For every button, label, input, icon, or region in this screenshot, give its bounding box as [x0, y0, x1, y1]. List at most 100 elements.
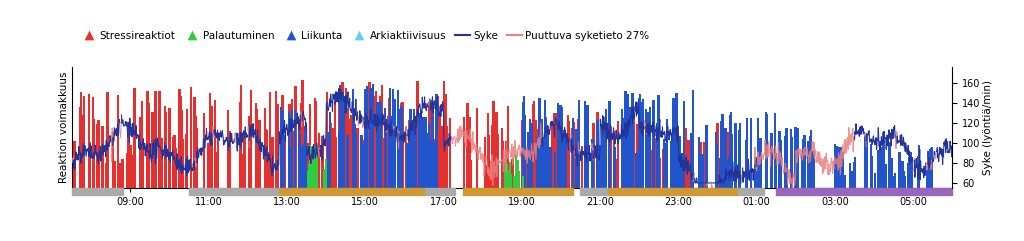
- Bar: [127, 128, 130, 188]
- Bar: [290, 108, 292, 188]
- Bar: [105, 93, 108, 188]
- Bar: [870, 144, 872, 188]
- Bar: [601, 135, 603, 188]
- Bar: [181, 110, 183, 188]
- Bar: [765, 114, 768, 188]
- Bar: [655, 161, 658, 188]
- Bar: [280, 107, 283, 188]
- Bar: [182, 139, 184, 188]
- Bar: [557, 103, 559, 188]
- Bar: [854, 157, 856, 188]
- Bar: [728, 156, 730, 188]
- Bar: [572, 118, 574, 188]
- Bar: [507, 107, 509, 188]
- Bar: [572, 122, 575, 188]
- Bar: [217, 139, 219, 188]
- Bar: [650, 150, 652, 188]
- Bar: [642, 99, 644, 188]
- Bar: [625, 143, 628, 188]
- Bar: [463, 117, 465, 188]
- Bar: [426, 141, 428, 188]
- Bar: [380, 113, 382, 188]
- Bar: [100, 151, 103, 188]
- Bar: [522, 102, 524, 188]
- Bar: [303, 144, 306, 188]
- Bar: [410, 122, 412, 188]
- Bar: [164, 106, 166, 188]
- Bar: [117, 95, 119, 188]
- Bar: [505, 141, 507, 188]
- Bar: [672, 135, 675, 188]
- Bar: [80, 92, 82, 188]
- Bar: [257, 120, 259, 188]
- Bar: [407, 143, 409, 188]
- Bar: [911, 161, 913, 188]
- Bar: [88, 94, 90, 188]
- Bar: [165, 112, 167, 188]
- Bar: [369, 89, 371, 188]
- Bar: [442, 81, 445, 188]
- Bar: [196, 154, 199, 188]
- Bar: [264, 129, 266, 188]
- Bar: [341, 92, 344, 188]
- Bar: [398, 137, 401, 188]
- Bar: [808, 159, 811, 188]
- Bar: [843, 175, 846, 188]
- Bar: [567, 136, 569, 188]
- Bar: [567, 121, 569, 188]
- Bar: [421, 123, 423, 188]
- Bar: [765, 112, 767, 188]
- Bar: [323, 168, 326, 188]
- Bar: [737, 188, 765, 195]
- Bar: [536, 137, 539, 188]
- Bar: [168, 108, 171, 188]
- Bar: [774, 134, 776, 188]
- Bar: [372, 91, 374, 188]
- Bar: [527, 132, 529, 188]
- Bar: [597, 112, 599, 188]
- Bar: [240, 85, 243, 188]
- Bar: [366, 100, 368, 188]
- Bar: [564, 130, 566, 188]
- Bar: [417, 114, 419, 188]
- Bar: [889, 167, 891, 188]
- Bar: [671, 141, 673, 188]
- Bar: [141, 151, 143, 188]
- Bar: [211, 132, 213, 188]
- Bar: [298, 134, 301, 188]
- Bar: [484, 165, 487, 188]
- Bar: [684, 128, 687, 188]
- Bar: [621, 109, 624, 188]
- Bar: [918, 154, 921, 188]
- Bar: [700, 166, 702, 188]
- Bar: [372, 84, 375, 188]
- Bar: [292, 131, 294, 188]
- Bar: [851, 171, 853, 188]
- Bar: [178, 149, 180, 188]
- Bar: [379, 96, 382, 188]
- Bar: [133, 88, 135, 188]
- Bar: [683, 165, 685, 188]
- Bar: [342, 119, 345, 188]
- Bar: [744, 141, 748, 188]
- Bar: [719, 158, 722, 188]
- Bar: [638, 115, 640, 188]
- Bar: [377, 102, 379, 188]
- Bar: [96, 124, 98, 188]
- Bar: [739, 123, 741, 188]
- Bar: [662, 149, 664, 188]
- Bar: [726, 166, 728, 188]
- Bar: [436, 96, 438, 188]
- Bar: [105, 163, 108, 188]
- Bar: [339, 85, 341, 188]
- Bar: [398, 137, 400, 188]
- Bar: [865, 133, 868, 188]
- Bar: [700, 154, 702, 188]
- Bar: [518, 171, 520, 188]
- Bar: [597, 120, 599, 188]
- Bar: [432, 108, 434, 188]
- Bar: [120, 163, 122, 188]
- Bar: [840, 157, 843, 188]
- Bar: [419, 134, 421, 188]
- Bar: [716, 123, 719, 188]
